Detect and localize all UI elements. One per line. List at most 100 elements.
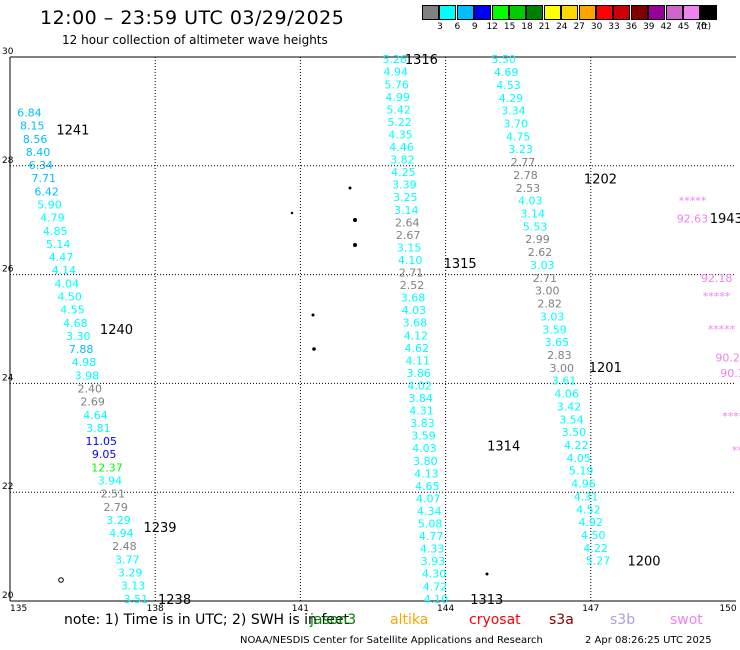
legend-swatch	[648, 5, 666, 20]
swh-value: 3.34	[501, 105, 526, 118]
swh-value: 2.71	[399, 267, 424, 280]
legend-swatch	[665, 5, 683, 20]
swot-value: *****	[679, 195, 707, 208]
swh-value: 6.34	[29, 159, 54, 172]
legend-label: 33	[608, 22, 620, 32]
lat-tick-label: 26	[2, 265, 14, 275]
swh-value: 4.10	[398, 254, 423, 267]
legend-label: 45	[677, 22, 690, 32]
swh-value: 3.83	[410, 417, 435, 430]
legend-swatch	[456, 5, 474, 20]
legend-swatch	[509, 5, 526, 20]
legend-label: 24	[556, 22, 568, 32]
legend-label: 15	[503, 22, 516, 32]
lat-tick-label: 30	[2, 47, 14, 57]
swh-value: 3.80	[413, 455, 438, 468]
swh-value: 3.25	[393, 191, 418, 204]
swh-value: 2.71	[533, 272, 558, 285]
generation-timestamp: 2 Apr 08:26:25 UTC 2025	[585, 635, 712, 646]
swh-value: 8.40	[26, 146, 51, 159]
legend-swatch	[526, 5, 544, 20]
legend-s3a: s3a	[549, 612, 574, 628]
swh-value: 4.04	[55, 277, 80, 290]
swh-value: 5.19	[569, 465, 594, 478]
pass-number: 1315	[444, 257, 477, 272]
legend-swatch	[578, 5, 596, 20]
pass-number: 1240	[100, 323, 133, 338]
swh-value: 3.23	[508, 143, 533, 156]
legend-s3b: s3b	[610, 612, 636, 628]
swh-value: 2.69	[80, 396, 105, 409]
pass-number: 1241	[56, 123, 89, 138]
swh-value: 3.70	[504, 117, 529, 130]
legend-swatch	[561, 5, 579, 20]
lat-tick-label: 22	[2, 482, 13, 492]
legend-label: 30	[590, 22, 603, 32]
swh-value: 4.12	[404, 329, 429, 342]
swot-value: 90.27	[715, 351, 740, 364]
lon-tick-label: 144	[437, 604, 454, 614]
swh-value: 3.61	[552, 375, 577, 388]
swh-track-values: 6.848.158.568.406.347.716.425.904.794.85…	[17, 53, 610, 606]
swh-value: 3.68	[403, 317, 428, 330]
pass-number: 1314	[487, 439, 520, 454]
swh-value: 3.81	[86, 422, 111, 435]
swh-value: 4.77	[419, 530, 444, 543]
map-frame	[9, 56, 736, 602]
swh-value: 2.64	[395, 216, 420, 229]
swot-values: ***** 92.63 92.18 ***** ***** 90.27 90.37 *****…	[677, 195, 740, 457]
legend-swatch	[700, 5, 718, 20]
legend-label: 21	[538, 22, 551, 32]
swh-value: 2.40	[78, 383, 103, 396]
swh-value: 5.76	[384, 78, 409, 91]
swh-value: 4.31	[409, 405, 434, 418]
swh-value: 3.86	[406, 367, 431, 380]
legend-label: 27	[573, 22, 585, 32]
legend-label: 3	[437, 22, 443, 32]
swh-value: 2.78	[513, 169, 538, 182]
legend-unit: (ft)	[697, 22, 712, 32]
swh-value: 3.68	[401, 292, 426, 305]
swh-value: 3.29	[118, 567, 143, 580]
lon-tick-label: 141	[292, 604, 309, 614]
swh-value: 4.31	[574, 490, 599, 503]
legend-swatch	[491, 5, 509, 20]
swh-value: 4.30	[422, 568, 447, 581]
swh-value: 5.14	[46, 238, 71, 251]
swot-value: 92.18	[701, 272, 733, 285]
island-ring-marker	[58, 577, 64, 583]
page-title: 12:00 – 23:59 UTC 03/29/2025	[40, 7, 345, 29]
swh-value: 4.47	[49, 251, 74, 264]
legend-swatch	[683, 5, 700, 20]
swh-value: 3.39	[392, 179, 417, 192]
legend-swatch	[613, 5, 631, 20]
legend-swatch	[596, 5, 613, 20]
swh-value: 11.05	[86, 435, 118, 448]
swh-value: 4.65	[415, 480, 440, 493]
swh-value: 4.06	[554, 388, 579, 401]
lon-tick-label: 138	[147, 604, 164, 614]
swh-value: 5.22	[387, 116, 412, 129]
legend-label: 36	[625, 22, 638, 32]
swh-value: 3.59	[411, 430, 436, 443]
island-marker	[353, 218, 357, 222]
swh-value: 4.96	[571, 478, 596, 491]
swh-value: 3.13	[121, 580, 146, 593]
legend-swatch	[630, 5, 648, 20]
swh-value: 5.08	[418, 518, 443, 531]
swh-value: 4.52	[576, 503, 601, 516]
lat-tick-label: 20	[2, 591, 14, 601]
swh-value: 5.53	[523, 220, 548, 233]
swh-value: 4.94	[383, 66, 408, 79]
swh-value: 4.72	[423, 580, 448, 593]
lat-tick-label: 24	[2, 373, 14, 383]
swh-value: 3.42	[557, 400, 582, 413]
island-marker	[312, 347, 316, 351]
swh-value: 2.79	[103, 501, 128, 514]
swh-value: 4.35	[388, 128, 413, 141]
island-marker	[311, 313, 315, 317]
swot-value: 90.37	[720, 367, 740, 380]
swh-value: 3.03	[540, 310, 565, 323]
lat-tick-label: 28	[2, 156, 14, 166]
